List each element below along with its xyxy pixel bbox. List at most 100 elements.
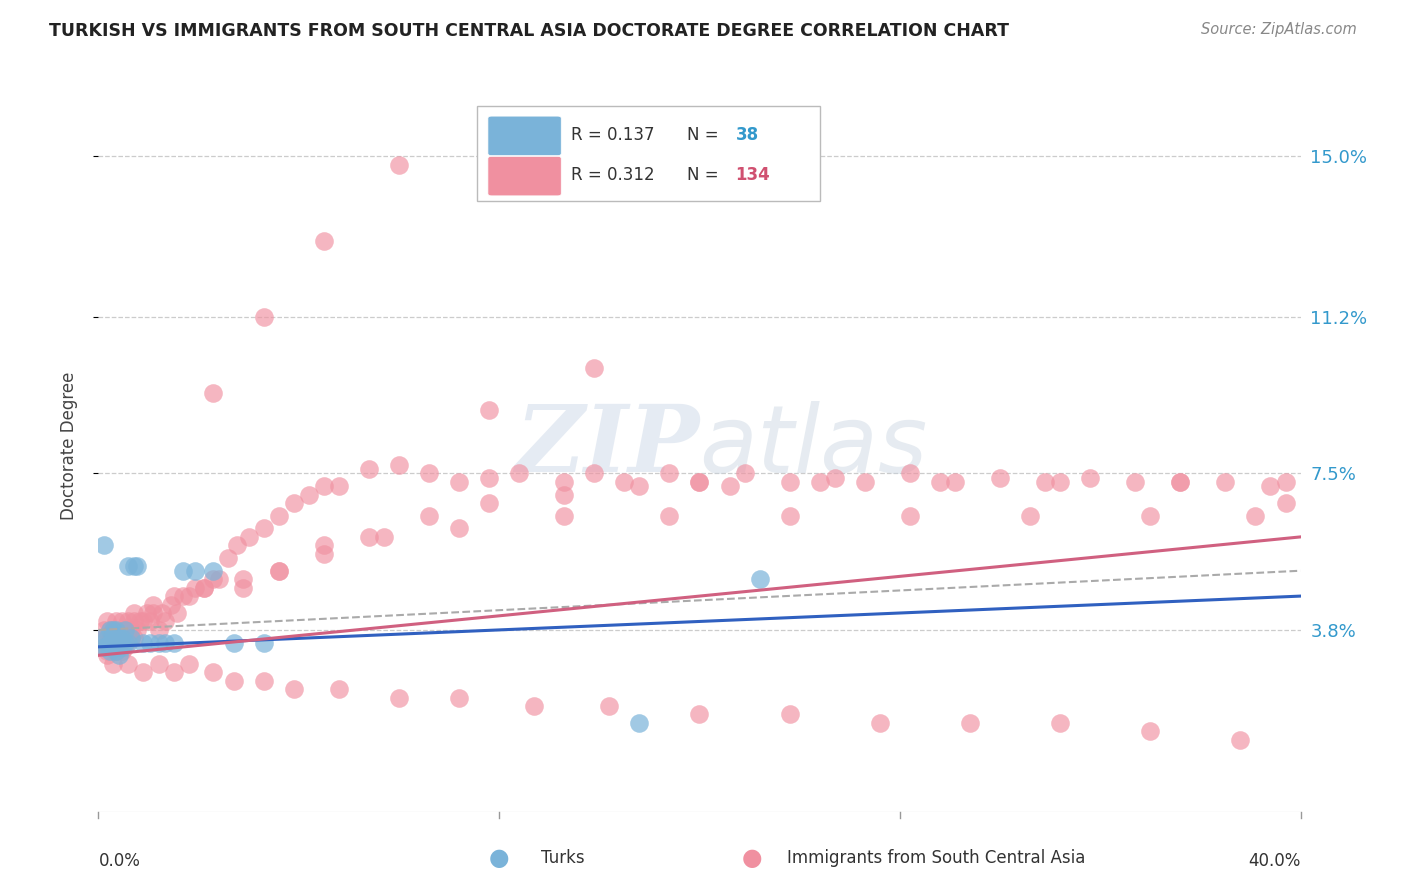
Point <box>328 479 350 493</box>
Text: TURKISH VS IMMIGRANTS FROM SOUTH CENTRAL ASIA DOCTORATE DEGREE CORRELATION CHART: TURKISH VS IMMIGRANTS FROM SOUTH CENTRAL… <box>49 22 1010 40</box>
Point <box>959 715 981 730</box>
Point <box>124 559 146 574</box>
Point <box>1170 475 1192 489</box>
Point <box>193 581 215 595</box>
Y-axis label: Doctorate Degree: Doctorate Degree <box>59 372 77 520</box>
Point <box>153 615 176 629</box>
Point <box>929 475 952 489</box>
Point <box>124 615 146 629</box>
Point <box>103 623 125 637</box>
Point <box>150 606 173 620</box>
Point <box>117 657 139 671</box>
Point <box>90 632 112 646</box>
Point <box>658 467 681 481</box>
Point <box>553 488 575 502</box>
Point <box>447 690 470 705</box>
FancyBboxPatch shape <box>477 106 820 201</box>
Point <box>523 699 546 714</box>
Point <box>267 564 290 578</box>
Point <box>689 475 711 489</box>
Point <box>1260 479 1282 493</box>
Text: ●: ● <box>489 847 509 870</box>
Point <box>898 467 921 481</box>
Point <box>418 467 440 481</box>
Point <box>808 475 831 489</box>
Point <box>138 615 160 629</box>
Point <box>1049 475 1071 489</box>
Point <box>127 623 149 637</box>
Point <box>418 508 440 523</box>
Point <box>141 598 163 612</box>
Point <box>312 538 335 552</box>
Point <box>824 471 846 485</box>
Text: ●: ● <box>742 847 762 870</box>
Point <box>105 615 128 629</box>
Point <box>111 632 134 646</box>
Point <box>108 632 131 646</box>
Point <box>117 632 139 646</box>
Point <box>232 581 254 595</box>
Point <box>162 665 184 680</box>
Text: 134: 134 <box>735 167 770 185</box>
Point <box>779 508 801 523</box>
Point <box>388 458 411 472</box>
Point <box>312 547 335 561</box>
Point <box>283 682 305 697</box>
Text: 0.0%: 0.0% <box>98 852 141 870</box>
Point <box>96 632 118 646</box>
Point <box>117 559 139 574</box>
Point <box>103 623 125 637</box>
Point <box>108 648 131 663</box>
Point <box>148 623 170 637</box>
Point <box>121 623 143 637</box>
Point <box>93 640 115 654</box>
Point <box>172 564 194 578</box>
Text: 38: 38 <box>735 126 759 145</box>
Point <box>553 508 575 523</box>
Point <box>100 623 122 637</box>
Point <box>232 572 254 586</box>
Point <box>183 564 205 578</box>
Text: R = 0.312: R = 0.312 <box>571 167 654 185</box>
Point <box>328 682 350 697</box>
Point <box>148 635 170 649</box>
Point <box>1170 475 1192 489</box>
Point <box>121 632 143 646</box>
Point <box>1078 471 1101 485</box>
Point <box>869 715 891 730</box>
Point <box>253 673 276 688</box>
Point <box>153 635 176 649</box>
Point <box>103 632 125 646</box>
Point <box>658 508 681 523</box>
Point <box>613 475 636 489</box>
Point <box>111 615 134 629</box>
Text: ZIP: ZIP <box>515 401 700 491</box>
Point <box>162 635 184 649</box>
Point <box>105 644 128 658</box>
Point <box>253 635 276 649</box>
Point <box>748 572 770 586</box>
Point <box>96 648 118 663</box>
Point <box>201 386 224 401</box>
Point <box>124 632 146 646</box>
Point <box>114 640 136 654</box>
Point <box>108 640 131 654</box>
Point <box>628 479 651 493</box>
Point <box>100 632 122 646</box>
Point <box>177 657 200 671</box>
Point <box>103 623 125 637</box>
Point <box>217 551 239 566</box>
Point <box>132 615 155 629</box>
Point <box>96 635 118 649</box>
Point <box>105 640 128 654</box>
Text: Turks: Turks <box>541 849 585 867</box>
Point <box>1215 475 1237 489</box>
Point <box>183 581 205 595</box>
Point <box>201 665 224 680</box>
Point <box>103 657 125 671</box>
Point <box>583 467 606 481</box>
Point <box>312 479 335 493</box>
Point <box>166 606 188 620</box>
Point <box>148 657 170 671</box>
Point <box>159 598 181 612</box>
